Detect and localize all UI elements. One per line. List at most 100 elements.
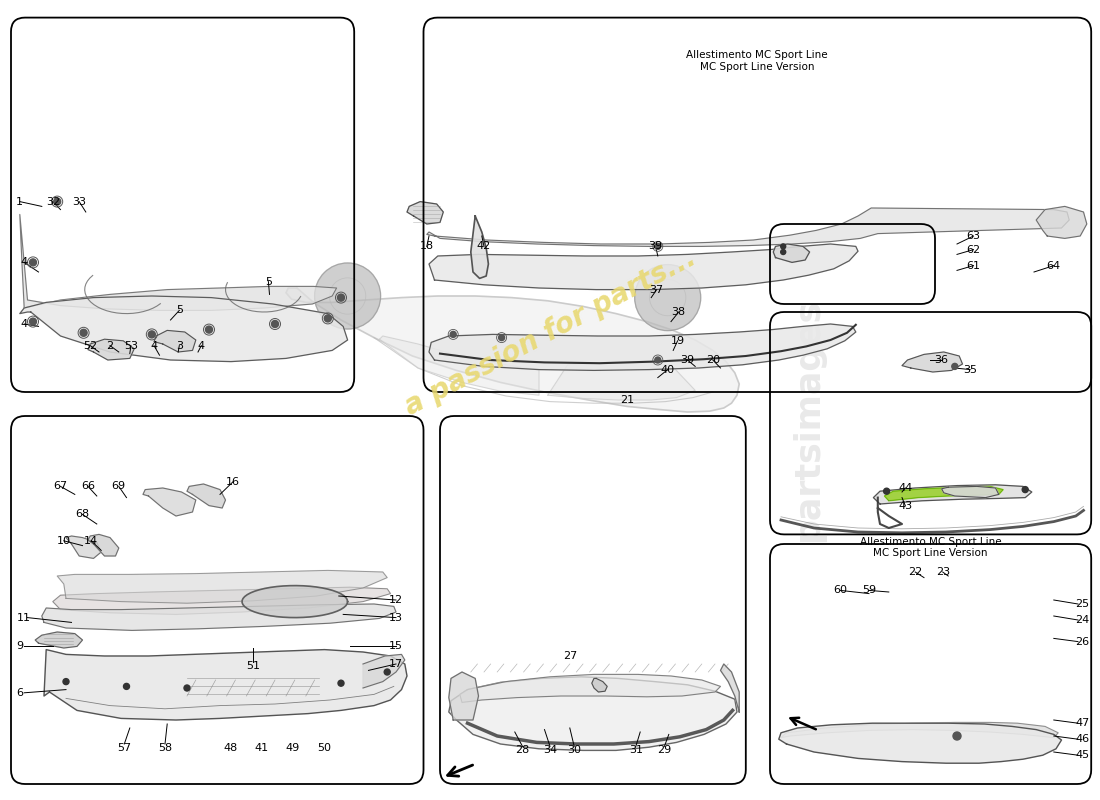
Polygon shape (884, 486, 1003, 501)
Text: 59: 59 (862, 586, 876, 595)
Text: 18: 18 (420, 242, 433, 251)
Text: 49: 49 (286, 743, 299, 753)
Polygon shape (781, 722, 1058, 738)
Circle shape (324, 315, 331, 322)
Polygon shape (449, 672, 478, 720)
Polygon shape (460, 674, 720, 702)
Text: 21: 21 (620, 395, 634, 405)
Text: 5: 5 (176, 306, 183, 315)
Circle shape (63, 678, 69, 685)
Text: 51: 51 (246, 661, 260, 670)
Text: 16: 16 (227, 477, 240, 486)
Text: 4: 4 (21, 319, 28, 329)
Text: 22: 22 (909, 567, 922, 577)
Text: Allestimento MC Sport Line
MC Sport Line Version: Allestimento MC Sport Line MC Sport Line… (686, 50, 827, 72)
Polygon shape (407, 202, 443, 224)
Circle shape (338, 294, 344, 301)
Text: 13: 13 (389, 613, 403, 622)
Polygon shape (143, 488, 196, 516)
Text: 30: 30 (568, 746, 581, 755)
Text: 46: 46 (1076, 734, 1089, 744)
Circle shape (384, 669, 390, 675)
Text: a passion for parts...: a passion for parts... (399, 243, 701, 421)
Circle shape (1022, 486, 1028, 493)
Circle shape (148, 331, 155, 338)
Circle shape (952, 363, 958, 370)
Text: 2: 2 (107, 341, 113, 350)
Text: 45: 45 (1076, 750, 1089, 760)
Circle shape (498, 334, 505, 341)
Polygon shape (379, 336, 539, 395)
Polygon shape (902, 352, 962, 372)
Text: 5: 5 (265, 277, 272, 286)
Polygon shape (242, 586, 348, 618)
Polygon shape (286, 288, 739, 412)
Circle shape (123, 683, 130, 690)
Polygon shape (429, 324, 856, 370)
Text: 4: 4 (151, 341, 157, 350)
Text: 26: 26 (1076, 637, 1089, 646)
Polygon shape (429, 244, 858, 290)
Circle shape (184, 685, 190, 691)
Polygon shape (35, 632, 82, 648)
Text: 17: 17 (389, 659, 403, 669)
Text: 6: 6 (16, 688, 23, 698)
Circle shape (883, 488, 890, 494)
Text: 48: 48 (224, 743, 238, 753)
Polygon shape (42, 604, 396, 630)
Circle shape (781, 244, 785, 249)
Text: 32: 32 (46, 197, 59, 206)
Text: 12: 12 (389, 595, 403, 605)
Polygon shape (88, 534, 119, 556)
Polygon shape (44, 650, 407, 720)
Circle shape (315, 263, 381, 329)
Text: 61: 61 (967, 261, 980, 270)
Text: 31: 31 (629, 746, 642, 755)
Text: 11: 11 (18, 613, 31, 622)
Text: 25: 25 (1076, 599, 1089, 609)
Polygon shape (20, 296, 348, 362)
Circle shape (635, 265, 701, 330)
Text: 15: 15 (389, 642, 403, 651)
Text: 27: 27 (563, 651, 576, 661)
Text: 37: 37 (650, 285, 663, 294)
Polygon shape (363, 654, 405, 688)
Text: 60: 60 (834, 586, 847, 595)
Polygon shape (942, 486, 999, 498)
Text: 67: 67 (54, 482, 67, 491)
Text: 40: 40 (661, 365, 674, 374)
Polygon shape (449, 677, 737, 750)
Polygon shape (779, 723, 1062, 763)
Text: 68: 68 (76, 510, 89, 519)
Polygon shape (88, 339, 134, 360)
Text: 42: 42 (477, 242, 491, 251)
Circle shape (953, 732, 961, 740)
Text: 39: 39 (681, 355, 694, 365)
Text: 38: 38 (672, 307, 685, 317)
Circle shape (30, 318, 36, 325)
Text: 29: 29 (658, 746, 671, 755)
Polygon shape (773, 244, 810, 262)
Text: 10: 10 (57, 536, 70, 546)
Polygon shape (20, 214, 337, 310)
Text: 50: 50 (318, 743, 331, 753)
Text: 57: 57 (118, 743, 131, 753)
Text: 4: 4 (21, 258, 28, 267)
Polygon shape (427, 208, 1069, 246)
Text: 28: 28 (516, 746, 529, 755)
Polygon shape (471, 216, 488, 278)
Text: 69: 69 (112, 482, 125, 491)
Polygon shape (187, 484, 225, 508)
Text: 53: 53 (124, 341, 138, 350)
Circle shape (781, 250, 785, 254)
Text: 23: 23 (936, 567, 949, 577)
Text: partsimages: partsimages (792, 298, 825, 542)
Text: 64: 64 (1047, 261, 1060, 270)
Text: 62: 62 (967, 245, 980, 254)
Circle shape (450, 331, 456, 338)
Text: 43: 43 (899, 501, 912, 510)
Text: 9: 9 (16, 642, 23, 651)
Circle shape (30, 259, 36, 266)
Text: 19: 19 (671, 336, 684, 346)
Polygon shape (57, 570, 387, 603)
